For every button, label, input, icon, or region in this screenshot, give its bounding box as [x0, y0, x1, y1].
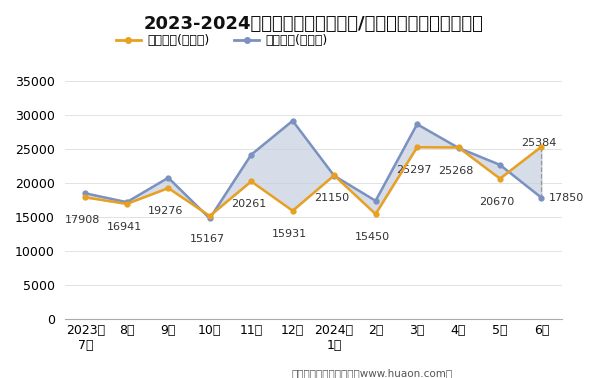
出口总额(万美元) [164, 186, 172, 191]
出口总额(万美元) [455, 145, 462, 150]
进口总额(万美元) [123, 200, 130, 204]
进口总额(万美元) [164, 175, 172, 180]
进口总额(万美元) [331, 174, 338, 178]
Text: 17908: 17908 [65, 215, 100, 225]
进口总额(万美元) [455, 146, 462, 150]
出口总额(万美元) [372, 212, 379, 216]
出口总额(万美元) [123, 201, 130, 206]
进口总额(万美元) [82, 191, 89, 195]
出口总额(万美元) [496, 177, 503, 181]
Text: 17850: 17850 [548, 193, 584, 203]
Text: 25297: 25297 [397, 165, 432, 175]
Text: 15931: 15931 [272, 229, 307, 239]
Title: 2023-2024年包头市（境内目的地/货源地）进、出口额统计: 2023-2024年包头市（境内目的地/货源地）进、出口额统计 [143, 15, 484, 33]
进口总额(万美元) [538, 195, 545, 200]
Line: 进口总额(万美元): 进口总额(万美元) [83, 118, 544, 221]
出口总额(万美元) [248, 179, 255, 184]
进口总额(万美元) [248, 152, 255, 157]
出口总额(万美元) [289, 209, 296, 213]
Text: 制图：华经产业研究院（www.huaon.com）: 制图：华经产业研究院（www.huaon.com） [292, 368, 452, 378]
Text: 20670: 20670 [479, 197, 515, 207]
Text: 19276: 19276 [148, 206, 183, 216]
Text: 25268: 25268 [438, 166, 473, 175]
Text: 25384: 25384 [521, 138, 556, 148]
进口总额(万美元) [496, 163, 503, 167]
进口总额(万美元) [206, 216, 214, 221]
出口总额(万美元) [206, 214, 214, 218]
Line: 出口总额(万美元): 出口总额(万美元) [83, 144, 544, 218]
进口总额(万美元) [413, 122, 421, 127]
Text: 21150: 21150 [314, 194, 349, 203]
Legend: 出口总额(万美元), 进口总额(万美元): 出口总额(万美元), 进口总额(万美元) [110, 29, 332, 52]
Text: 20261: 20261 [231, 200, 266, 209]
进口总额(万美元) [372, 198, 379, 203]
出口总额(万美元) [538, 144, 545, 149]
Text: 15450: 15450 [355, 232, 391, 242]
Text: 16941: 16941 [106, 222, 142, 232]
Text: 15167: 15167 [190, 234, 224, 244]
进口总额(万美元) [289, 119, 296, 123]
出口总额(万美元) [82, 195, 89, 200]
出口总额(万美元) [331, 173, 338, 178]
出口总额(万美元) [413, 145, 421, 150]
